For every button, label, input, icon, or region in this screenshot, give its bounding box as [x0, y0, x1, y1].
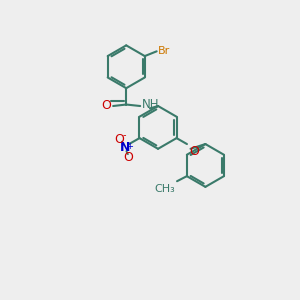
Text: O: O — [114, 133, 124, 146]
Text: -: - — [122, 130, 126, 140]
Text: N: N — [120, 141, 131, 154]
Text: Br: Br — [158, 46, 170, 56]
Text: CH₃: CH₃ — [154, 184, 175, 194]
Text: O: O — [124, 151, 134, 164]
Text: +: + — [127, 142, 134, 151]
Text: O: O — [101, 99, 111, 112]
Text: NH: NH — [142, 98, 160, 111]
Text: O: O — [189, 145, 199, 158]
